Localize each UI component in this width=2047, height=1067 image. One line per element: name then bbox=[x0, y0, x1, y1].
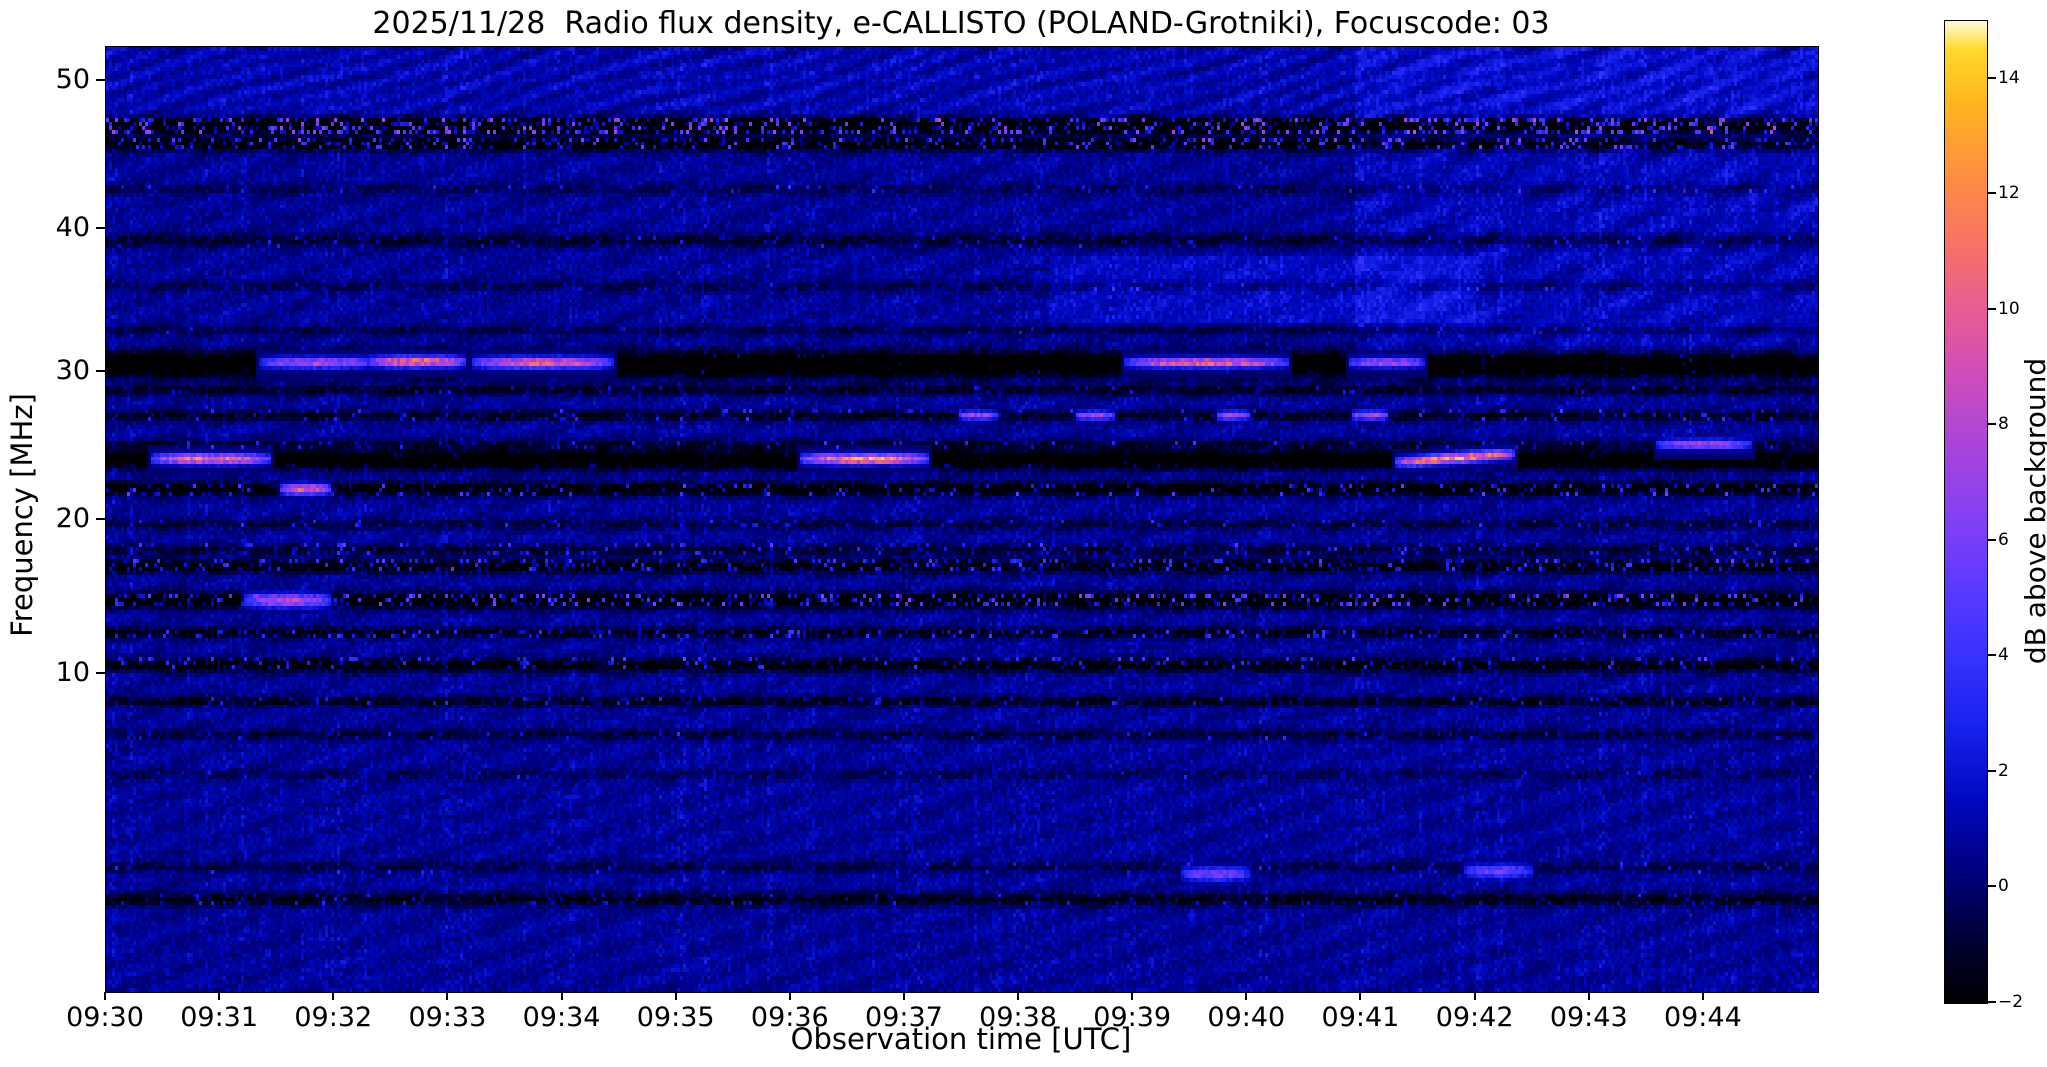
x-tick-mark bbox=[674, 992, 677, 1000]
colorbar-tick-mark bbox=[1988, 769, 1996, 772]
y-tick-label: 10 bbox=[55, 657, 90, 689]
x-tick-label: 09:38 bbox=[979, 1002, 1057, 1033]
x-tick-label: 09:35 bbox=[636, 1002, 715, 1033]
x-tick-label: 09:44 bbox=[1663, 1002, 1742, 1033]
x-tick-label: 09:37 bbox=[865, 1002, 943, 1033]
x-tick-label: 09:42 bbox=[1435, 1002, 1514, 1033]
colorbar-tick-label: 14 bbox=[1998, 67, 2020, 88]
colorbar-tick-label: 10 bbox=[1998, 298, 2020, 319]
y-tick-label: 30 bbox=[55, 355, 90, 387]
plot-area bbox=[105, 46, 1819, 993]
colorbar-tick-label: 8 bbox=[1998, 414, 2009, 435]
colorbar-tick-label: 4 bbox=[1998, 645, 2009, 666]
colorbar-tick-mark bbox=[1988, 423, 1996, 426]
x-tick-label: 09:39 bbox=[1093, 1002, 1172, 1033]
x-tick-label: 09:40 bbox=[1207, 1002, 1286, 1033]
colorbar-tick-label: 6 bbox=[1998, 529, 2009, 550]
colorbar-tick-mark bbox=[1988, 538, 1996, 541]
x-tick-mark bbox=[1701, 992, 1704, 1000]
x-tick-mark bbox=[1245, 992, 1248, 1000]
x-tick-mark bbox=[788, 992, 791, 1000]
colorbar-tick-mark bbox=[1988, 885, 1996, 888]
x-tick-label: 09:41 bbox=[1321, 1002, 1400, 1033]
colorbar-tick-mark bbox=[1988, 307, 1996, 310]
x-tick-mark bbox=[1017, 992, 1020, 1000]
colorbar-tick-mark bbox=[1988, 76, 1996, 79]
x-tick-mark bbox=[1473, 992, 1476, 1000]
y-tick-label: 40 bbox=[55, 212, 90, 244]
colorbar-tick-mark bbox=[1988, 654, 1996, 657]
x-tick-label: 09:43 bbox=[1549, 1002, 1628, 1033]
x-tick-label: 09:33 bbox=[408, 1002, 487, 1033]
y-tick-mark bbox=[96, 672, 105, 675]
x-tick-mark bbox=[1131, 992, 1134, 1000]
colorbar-tick-label: −2 bbox=[1998, 992, 2024, 1012]
colorbar-tick-mark bbox=[1988, 192, 1996, 195]
x-tick-label: 09:32 bbox=[294, 1002, 373, 1033]
chart-title: 2025/11/28 Radio flux density, e-CALLIST… bbox=[372, 6, 1550, 41]
x-tick-mark bbox=[902, 992, 905, 1000]
x-tick-mark bbox=[218, 992, 221, 1000]
x-tick-label: 09:30 bbox=[66, 1002, 144, 1033]
x-tick-label: 09:31 bbox=[180, 1002, 259, 1033]
x-tick-mark bbox=[104, 992, 106, 1000]
x-tick-mark bbox=[332, 992, 335, 1000]
x-tick-mark bbox=[1587, 992, 1590, 1000]
colorbar-label: dB above background bbox=[2019, 357, 2047, 665]
colorbar-tick-mark bbox=[1988, 1001, 1996, 1003]
y-tick-label: 50 bbox=[55, 64, 90, 96]
x-tick-mark bbox=[1359, 992, 1362, 1000]
spectrogram-canvas bbox=[106, 47, 1818, 992]
y-tick-mark bbox=[96, 370, 105, 373]
x-tick-mark bbox=[560, 992, 563, 1000]
y-tick-mark bbox=[96, 227, 105, 230]
x-axis-label: Observation time [UTC] bbox=[790, 1022, 1132, 1056]
colorbar-tick-label: 2 bbox=[1998, 760, 2009, 781]
colorbar bbox=[1944, 20, 1988, 1004]
y-tick-label: 20 bbox=[55, 503, 90, 535]
y-tick-mark bbox=[96, 518, 105, 521]
x-tick-mark bbox=[446, 992, 449, 1000]
y-tick-mark bbox=[96, 79, 105, 82]
colorbar-tick-label: 12 bbox=[1998, 183, 2020, 204]
x-tick-label: 09:34 bbox=[522, 1002, 601, 1033]
x-tick-label: 09:36 bbox=[750, 1002, 829, 1033]
colorbar-tick-label: 0 bbox=[1998, 876, 2009, 897]
